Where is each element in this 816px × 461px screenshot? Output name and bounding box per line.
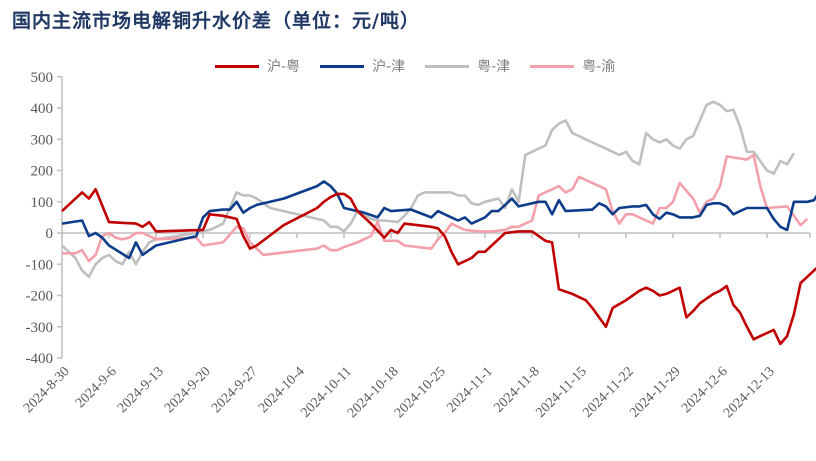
y-tick-label: 300 — [31, 132, 54, 148]
legend-swatch-hu-jin — [320, 64, 365, 68]
series-line — [61, 188, 816, 346]
x-tick-label: 2024-9-27 — [209, 364, 261, 416]
legend-label: 粤-渝 — [582, 59, 616, 75]
y-tick-label: 500 — [31, 70, 54, 86]
x-tick-label: 2024-9-20 — [162, 364, 214, 416]
x-tick-label: 2024-11-29 — [627, 364, 683, 420]
x-tick-label: 2024-8-30 — [21, 364, 73, 416]
chart-legend: 沪-粤 沪-津 粤-津 粤-渝 — [215, 56, 615, 76]
y-tick-label: -300 — [26, 320, 54, 336]
legend-label: 粤-津 — [477, 59, 511, 75]
chart-title: 国内主流市场电解铜升水价差（单位：元/吨） — [12, 10, 420, 32]
series-line — [62, 153, 809, 263]
legend-label: 沪-津 — [372, 59, 406, 75]
x-tick-label: 2024-11-1 — [444, 364, 495, 415]
legend-item-yue-jin: 粤-津 — [425, 56, 510, 76]
x-axis: 2024-8-30 2024-9-62024-9-132024-9-202024-… — [21, 232, 811, 421]
legend-label: 沪-粤 — [267, 59, 301, 75]
y-tick-label: -400 — [26, 351, 54, 367]
x-tick-label: 2024-9-6 — [73, 364, 120, 411]
y-tick-label: -100 — [26, 257, 54, 273]
series-lines — [61, 100, 816, 346]
y-tick-label: 200 — [31, 164, 54, 180]
series-line — [61, 180, 816, 260]
legend-swatch-yue-jin — [425, 64, 470, 68]
x-tick-label: 2024-9-13 — [115, 364, 167, 416]
y-tick-label: -200 — [26, 289, 54, 305]
legend-item-hu-yue: 沪-粤 — [215, 56, 300, 76]
legend-item-yue-yu: 粤-渝 — [530, 56, 615, 76]
y-tick-label: 0 — [46, 226, 54, 242]
y-axis: 500 400 300 200 100 0 -100 -200 -300 -400 — [26, 70, 63, 367]
x-tick-label: 2024-10-25 — [392, 364, 449, 421]
x-tick-label: 2024-12-13 — [721, 364, 778, 421]
y-tick-label: 100 — [31, 195, 54, 211]
series-line — [61, 100, 796, 279]
legend-swatch-yue-yu — [530, 64, 575, 68]
legend-swatch-hu-yue — [215, 64, 259, 68]
legend-item-hu-jin: 沪-津 — [320, 56, 405, 76]
y-tick-label: 400 — [31, 101, 54, 117]
